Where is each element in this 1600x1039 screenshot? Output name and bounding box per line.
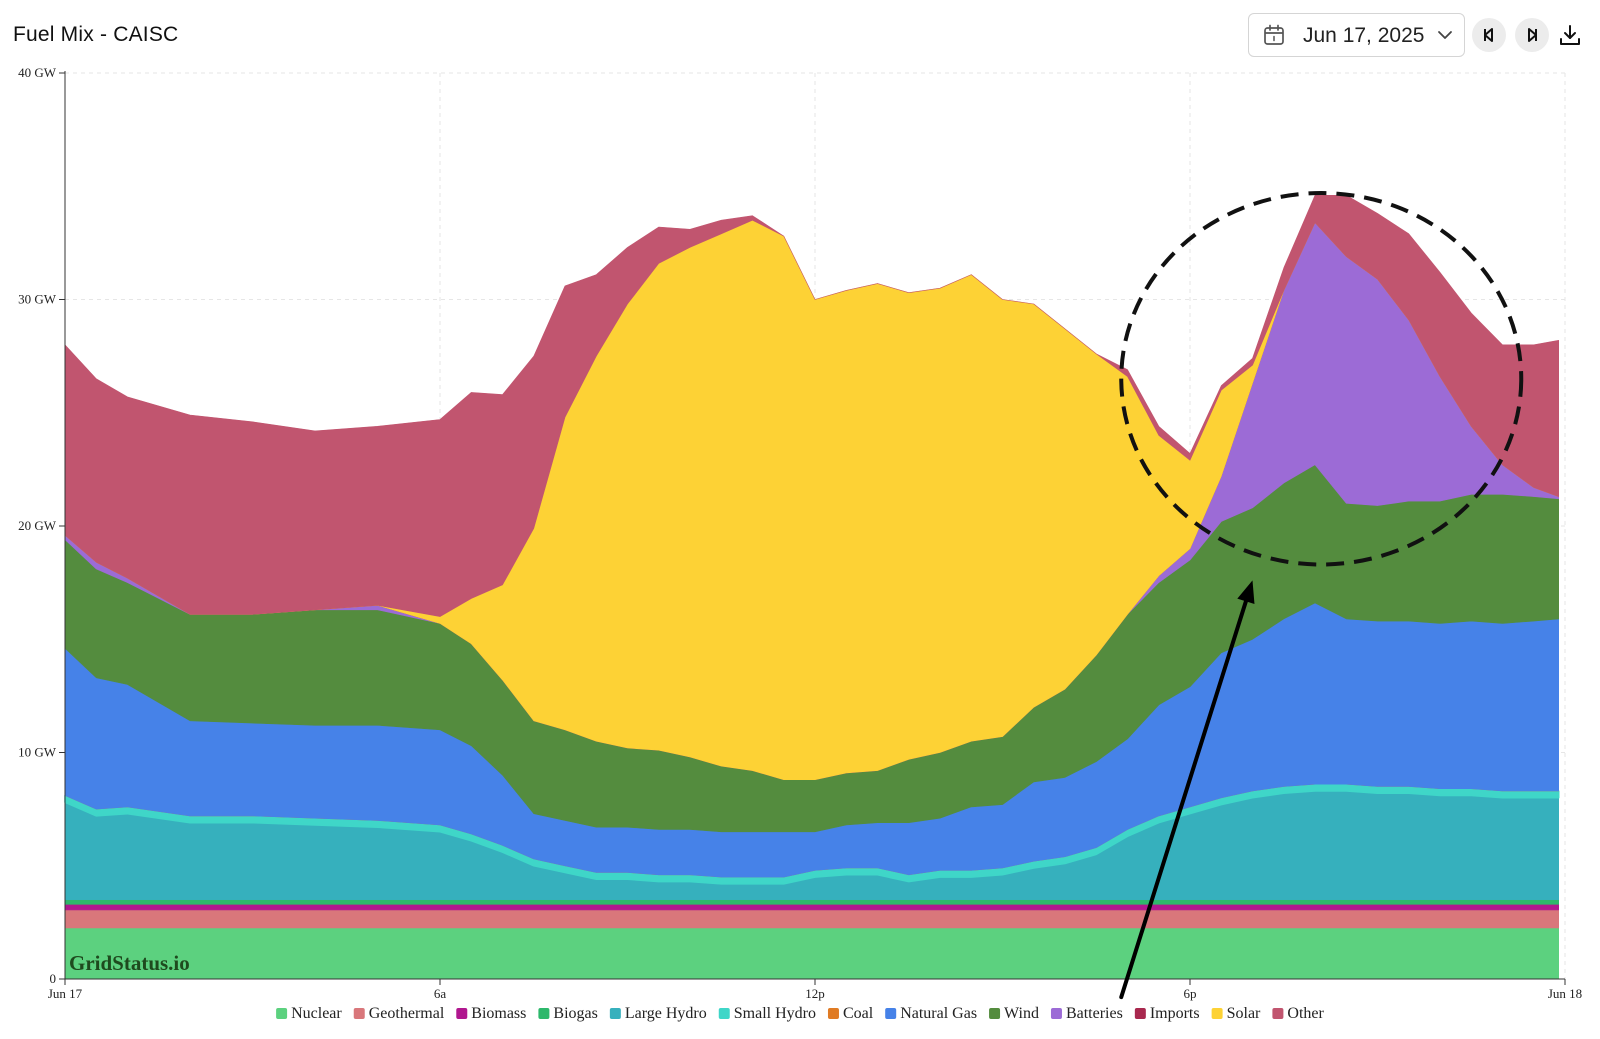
legend-label: Batteries	[1066, 1005, 1123, 1022]
legend-item: Nuclear	[276, 1005, 342, 1022]
legend-swatch	[885, 1008, 897, 1019]
stacked-areas	[64, 195, 1560, 980]
legend-label: Other	[1287, 1005, 1324, 1022]
area-nuclear	[64, 927, 1559, 980]
legend-item: Batteries	[1050, 1005, 1123, 1022]
area-other	[64, 195, 1559, 617]
chevron-down-icon	[1438, 31, 1452, 39]
download-icon[interactable]	[1558, 22, 1582, 48]
legend-swatch	[1272, 1008, 1284, 1019]
page-title: Fuel Mix - CAISC	[13, 23, 179, 46]
legend-swatch	[276, 1008, 288, 1019]
legend-label: Nuclear	[291, 1005, 342, 1022]
legend: Nuclear Geothermal Biomass Biogas Large Hydr…	[276, 1005, 1324, 1022]
annotation-arrow-head	[1237, 580, 1255, 605]
x-tick-label: Jun 17	[48, 986, 83, 1001]
legend-item: Other	[1272, 1005, 1324, 1022]
next-day-icon	[1528, 28, 1537, 42]
x-tick-label: Jun 18	[1548, 986, 1582, 1001]
y-tick-label: 10 GW	[18, 745, 57, 760]
legend-label: Solar	[1227, 1005, 1261, 1022]
legend-swatch	[609, 1008, 621, 1019]
legend-item: Solar	[1211, 1005, 1261, 1022]
y-tick-label: 0	[50, 971, 57, 986]
legend-swatch	[538, 1008, 550, 1019]
legend-label: Biomass	[471, 1005, 526, 1022]
header-bar: Fuel Mix - CAISC Jun 17, 2025	[0, 0, 1600, 70]
legend-swatch	[827, 1008, 839, 1019]
legend-item: Small Hydro	[718, 1005, 816, 1022]
legend-swatch	[1050, 1008, 1062, 1019]
annotation-arrow-shaft	[1119, 599, 1248, 1000]
legend-label: Large Hydro	[625, 1005, 707, 1022]
next-day-button[interactable]	[1515, 18, 1549, 52]
legend-label: Biogas	[553, 1005, 597, 1022]
legend-item: Biomass	[456, 1005, 526, 1022]
legend-label: Natural Gas	[900, 1005, 977, 1022]
selected-date: Jun 17, 2025	[1303, 24, 1425, 47]
legend-label: Small Hydro	[734, 1005, 816, 1022]
previous-day-button[interactable]	[1472, 18, 1506, 52]
y-tick-label: 20 GW	[18, 518, 57, 533]
y-tick-label: 40 GW	[18, 65, 57, 80]
area-biomass	[64, 904, 1559, 911]
legend-item: Imports	[1134, 1005, 1200, 1022]
legend-item: Biogas	[538, 1005, 598, 1022]
x-tick-label: 12p	[805, 986, 825, 1001]
previous-day-icon	[1484, 28, 1493, 42]
x-tick-label: 6p	[1184, 986, 1197, 1001]
date-picker[interactable]: Jun 17, 2025	[1248, 13, 1465, 57]
watermark-logo: GridStatus.io	[69, 951, 190, 975]
legend-swatch	[989, 1008, 1001, 1019]
legend-item: Natural Gas	[885, 1005, 977, 1022]
area-biogas	[64, 899, 1559, 905]
y-tick-label: 30 GW	[18, 292, 57, 307]
legend-item: Coal	[827, 1005, 874, 1022]
legend-item: Geothermal	[353, 1005, 445, 1022]
legend-swatch	[353, 1008, 365, 1019]
legend-item: Wind	[989, 1005, 1039, 1022]
legend-label: Wind	[1004, 1005, 1039, 1022]
annotation-circle	[1119, 191, 1524, 567]
legend-label: Imports	[1150, 1005, 1200, 1022]
legend-swatch	[456, 1008, 468, 1019]
legend-swatch	[1134, 1008, 1146, 1019]
legend-swatch	[718, 1008, 730, 1019]
area-geothermal	[64, 909, 1559, 929]
calendar-icon	[1264, 24, 1284, 45]
legend-label: Coal	[843, 1005, 874, 1022]
legend-item: Large Hydro	[609, 1005, 707, 1022]
x-tick-label: 6a	[434, 986, 447, 1001]
legend-label: Geothermal	[369, 1005, 445, 1022]
legend-swatch	[1211, 1008, 1223, 1019]
